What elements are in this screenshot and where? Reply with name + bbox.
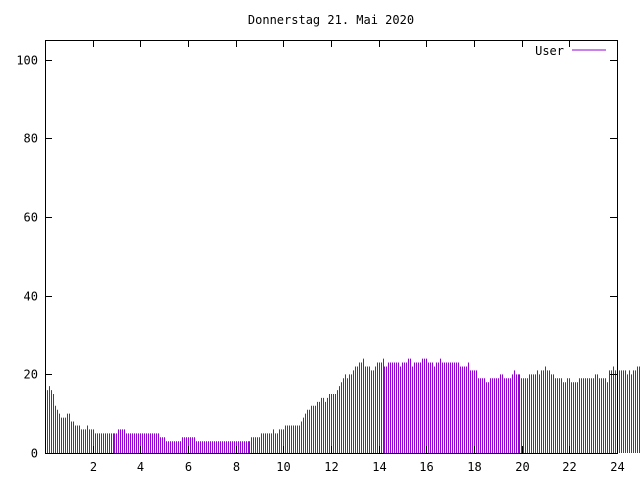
y-tick-label: 100 [16, 54, 38, 68]
x-tick-label: 18 [467, 460, 481, 474]
x-tick-label: 14 [372, 460, 386, 474]
x-tick-label: 24 [610, 460, 624, 474]
y-tick-label: 0 [31, 447, 38, 461]
x-tick-label: 10 [276, 460, 290, 474]
x-tick-label: 4 [137, 460, 144, 474]
y-tick-label: 40 [24, 290, 38, 304]
x-tick-label: 16 [419, 460, 433, 474]
x-tick-label: 6 [185, 460, 192, 474]
y-tick-label: 80 [24, 132, 38, 146]
y-tick-label: 60 [24, 211, 38, 225]
legend-label-user: User [535, 44, 564, 58]
y-tick-label: 20 [24, 368, 38, 382]
bars-layer [45, 358, 640, 453]
x-tick-label: 8 [233, 460, 240, 474]
x-tick-label: 12 [324, 460, 338, 474]
x-tick-label: 20 [515, 460, 529, 474]
x-tick-label: 2 [90, 460, 97, 474]
x-tick-label: 22 [562, 460, 576, 474]
legend: User [535, 44, 606, 58]
chart-title: Donnerstag 21. Mai 2020 [248, 13, 414, 27]
